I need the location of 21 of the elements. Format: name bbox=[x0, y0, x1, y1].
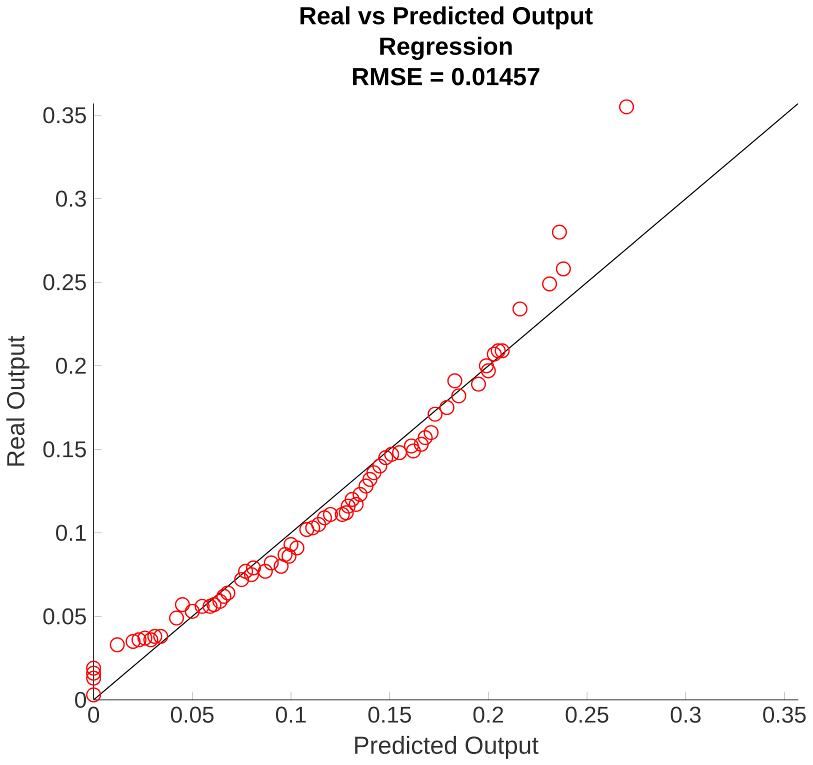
y-tick-label: 0.25 bbox=[43, 274, 86, 290]
y-tick-label: 0.2 bbox=[56, 358, 86, 374]
y-tick-label: 0 bbox=[75, 692, 86, 708]
x-tick-label: 0.25 bbox=[566, 706, 608, 723]
text: RMSE = 0.01457 bbox=[353, 68, 540, 86]
y-tick-label: 0.05 bbox=[43, 608, 86, 624]
y-tick-label: 0.3 bbox=[56, 190, 86, 207]
x-axis-title: Predicted Output bbox=[355, 736, 538, 759]
y-tick-label: 0.15 bbox=[43, 441, 86, 458]
y-tick-label: 0.35 bbox=[43, 107, 86, 124]
chart-title: Real vs Predicted Output bbox=[300, 6, 593, 30]
x-tick-label: 0.15 bbox=[368, 706, 411, 723]
y-tick-label: 0.1 bbox=[56, 524, 86, 541]
x-tick-label: 0 bbox=[88, 706, 100, 723]
chart-subtitle: Regression bbox=[380, 36, 512, 60]
x-tick-label: 0.35 bbox=[763, 706, 806, 723]
x-tick-label: 0.2 bbox=[473, 706, 504, 723]
x-tick-label: 0.1 bbox=[276, 706, 306, 723]
y-axis-title: Real Output bbox=[6, 336, 30, 466]
x-tick-label: 0.05 bbox=[170, 706, 214, 723]
x-tick-label: 0.3 bbox=[670, 706, 701, 723]
